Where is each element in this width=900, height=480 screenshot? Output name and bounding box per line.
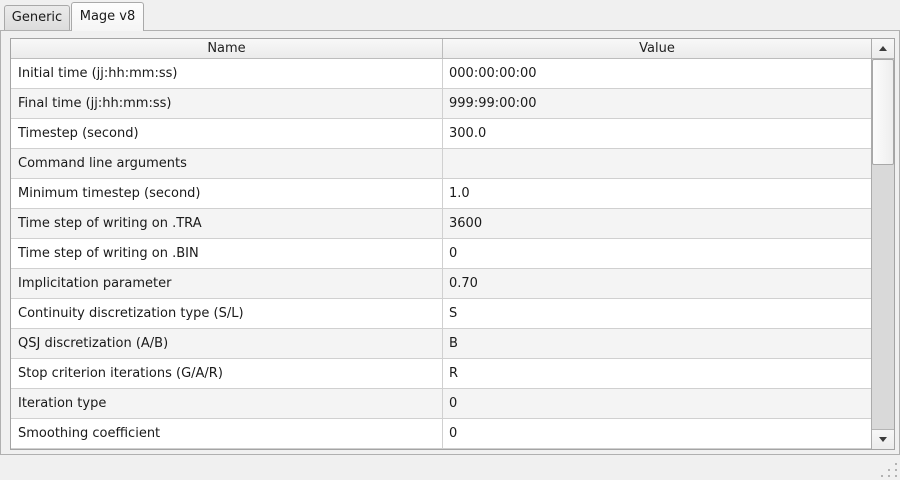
param-value-cell[interactable]: 0.70: [449, 276, 478, 291]
parameter-table: Name Value Initial time (jj:hh:mm:ss) 000…: [10, 38, 895, 450]
param-name-cell: Initial time (jj:hh:mm:ss): [11, 59, 443, 88]
param-name-cell: QSJ discretization (A/B): [11, 329, 443, 358]
scroll-up-icon: [879, 46, 887, 51]
param-name-cell: Implicitation parameter: [11, 269, 443, 298]
table-row[interactable]: Initial time (jj:hh:mm:ss) 000:00:00:00: [11, 59, 871, 89]
param-name-cell: Stop criterion iterations (G/A/R): [11, 359, 443, 388]
param-value-cell[interactable]: 300.0: [449, 126, 487, 141]
param-value-cell[interactable]: [443, 149, 871, 178]
window-resize-grip[interactable]: [881, 463, 897, 477]
column-header-value[interactable]: Value: [639, 41, 675, 56]
table-row[interactable]: Command line arguments: [11, 149, 871, 179]
table-row[interactable]: Time step of writing on .BIN 0: [11, 239, 871, 269]
param-value-cell[interactable]: B: [449, 336, 458, 351]
param-name-cell: Continuity discretization type (S/L): [11, 299, 443, 328]
table-row[interactable]: Timestep (second) 300.0: [11, 119, 871, 149]
table-row[interactable]: Implicitation parameter 0.70: [11, 269, 871, 299]
param-value-cell[interactable]: 000:00:00:00: [449, 66, 537, 81]
table-row[interactable]: Time step of writing on .TRA 3600: [11, 209, 871, 239]
tab-mage-v8-label: Mage v8: [79, 9, 136, 24]
param-value-cell[interactable]: 3600: [449, 216, 483, 231]
table-row[interactable]: Continuity discretization type (S/L) S: [11, 299, 871, 329]
param-value-cell[interactable]: R: [449, 366, 459, 381]
param-name-cell: Final time (jj:hh:mm:ss): [11, 89, 443, 118]
param-value-cell[interactable]: 999:99:00:00: [449, 96, 537, 111]
tab-generic[interactable]: Generic: [4, 5, 70, 30]
param-name-cell: Smoothing coefficient: [11, 419, 443, 448]
table-header-row: Name Value: [11, 39, 871, 59]
table-row[interactable]: Iteration type 0: [11, 389, 871, 419]
param-value-cell[interactable]: 0: [449, 426, 458, 441]
param-value-cell[interactable]: 0: [449, 396, 458, 411]
param-name-cell: Minimum timestep (second): [11, 179, 443, 208]
table-row[interactable]: Smoothing coefficient 0: [11, 419, 871, 449]
tab-bar: Generic Mage v8: [0, 0, 900, 31]
param-name-cell: Iteration type: [11, 389, 443, 418]
param-name-cell: Time step of writing on .BIN: [11, 239, 443, 268]
vertical-scrollbar[interactable]: [871, 39, 894, 449]
scrollbar-thumb[interactable]: [872, 59, 894, 165]
parameter-grid: Name Value Initial time (jj:hh:mm:ss) 000…: [11, 39, 871, 449]
column-header-name[interactable]: Name: [11, 39, 443, 58]
scroll-down-button[interactable]: [872, 429, 894, 449]
tab-generic-label: Generic: [11, 10, 63, 25]
table-row[interactable]: Minimum timestep (second) 1.0: [11, 179, 871, 209]
table-row[interactable]: Final time (jj:hh:mm:ss) 999:99:00:00: [11, 89, 871, 119]
param-value-cell[interactable]: 0: [449, 246, 458, 261]
param-value-cell[interactable]: S: [449, 306, 458, 321]
param-name-cell: Timestep (second): [11, 119, 443, 148]
param-name-cell: Time step of writing on .TRA: [11, 209, 443, 238]
param-name-cell: Command line arguments: [11, 149, 443, 178]
scroll-down-icon: [879, 437, 887, 442]
scroll-up-button[interactable]: [872, 39, 894, 59]
tab-mage-v8[interactable]: Mage v8: [71, 2, 144, 31]
param-value-cell[interactable]: 1.0: [449, 186, 470, 201]
table-body: Initial time (jj:hh:mm:ss) 000:00:00:00 Fi…: [11, 59, 871, 449]
table-row[interactable]: QSJ discretization (A/B) B: [11, 329, 871, 359]
table-row[interactable]: Stop criterion iterations (G/A/R) R: [11, 359, 871, 389]
